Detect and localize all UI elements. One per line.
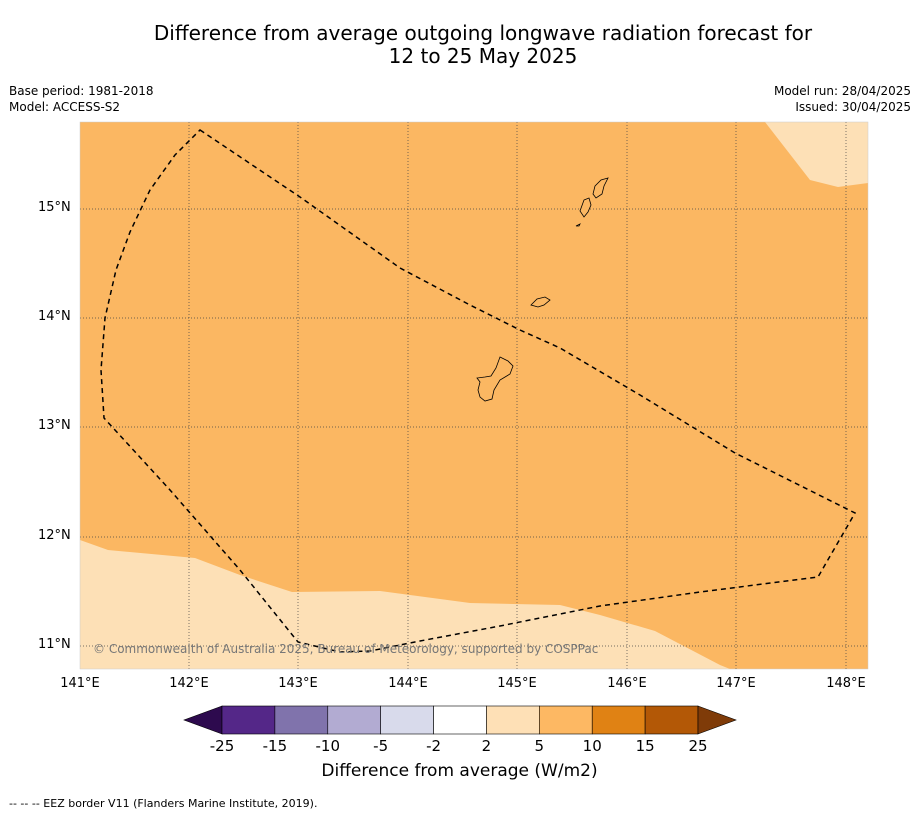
lat-label-12: 12°N: [38, 528, 71, 543]
colorbar-segment-15-to-25: [644, 705, 699, 735]
colorbar-title: Difference from average (W/m2): [321, 761, 598, 781]
copyright-watermark: © Commonwealth of Australia 2025, Bureau…: [93, 642, 599, 656]
colorbar-segment-10-to-15: [591, 705, 646, 735]
lon-label-145: 145°E: [497, 676, 537, 691]
colorbar-segment-5-to-10: [539, 705, 593, 735]
lon-label-142: 142°E: [169, 676, 209, 691]
lon-label-147: 147°E: [716, 676, 756, 691]
lon-label-148: 148°E: [826, 676, 866, 691]
colorbar-segment--25-to--15: [221, 705, 276, 735]
lat-label-11: 11°N: [38, 637, 71, 652]
island-aguijan: [575, 223, 581, 227]
lat-label-14: 14°N: [38, 309, 71, 324]
colorbar-tick-label: 15: [635, 737, 655, 755]
colorbar-tick-label: -5: [373, 737, 389, 755]
lon-label-143: 143°E: [278, 676, 318, 691]
colorbar-segment--2-to-2: [433, 705, 487, 735]
lat-label-15: 15°N: [38, 200, 71, 215]
lon-label-141: 141°E: [60, 676, 100, 691]
island-tinian: [579, 197, 592, 218]
colorbar-tick-label: -15: [262, 737, 288, 755]
map-title: Difference from average outgoing longwav…: [40, 22, 919, 68]
title-line-2: 12 to 25 May 2025: [388, 44, 578, 68]
base-period: Base period: 1981-2018: [9, 84, 154, 98]
colorbar-tick-label: 25: [688, 737, 708, 755]
colorbar: [183, 705, 737, 735]
colorbar-segment--10-to--5: [327, 705, 381, 735]
model-name: Model: ACCESS-S2: [9, 100, 121, 114]
anomaly-fill-2-5-northeast: [765, 122, 868, 187]
colorbar-tick-label: 5: [534, 737, 545, 755]
lat-label-13: 13°N: [38, 418, 71, 433]
colorbar-tick-label: -2: [426, 737, 442, 755]
colorbar-tick-label: 2: [481, 737, 492, 755]
island-guam: [476, 356, 514, 402]
footer-note: -- -- -- EEZ border V11 (Flanders Marine…: [9, 797, 318, 810]
colorbar-extension-low: [183, 705, 223, 735]
anomaly-fill-2-5-south: [80, 540, 730, 669]
island-saipan: [592, 177, 609, 199]
colorbar-tick-label: -25: [209, 737, 235, 755]
colorbar-segment-2-to-5: [486, 705, 540, 735]
eez-border: [100, 129, 857, 653]
colorbar-extension-high: [697, 705, 737, 735]
issued-date: Issued: 30/04/2025: [795, 100, 911, 114]
meta-right: Model run: 28/04/2025 Issued: 30/04/2025: [774, 83, 911, 115]
colorbar-segment--5-to--2: [380, 705, 434, 735]
colorbar-tick-label: 10: [582, 737, 602, 755]
colorbar-tick-label: -10: [315, 737, 341, 755]
title-line-1: Difference from average outgoing longwav…: [153, 21, 813, 45]
meta-left: Base period: 1981-2018 Model: ACCESS-S2: [9, 83, 154, 115]
lon-label-146: 146°E: [607, 676, 647, 691]
colorbar-segment--15-to--10: [274, 705, 329, 735]
model-run: Model run: 28/04/2025: [773, 84, 911, 98]
map-frame: [79, 121, 869, 670]
island-rota: [530, 296, 551, 308]
lon-label-144: 144°E: [388, 676, 428, 691]
